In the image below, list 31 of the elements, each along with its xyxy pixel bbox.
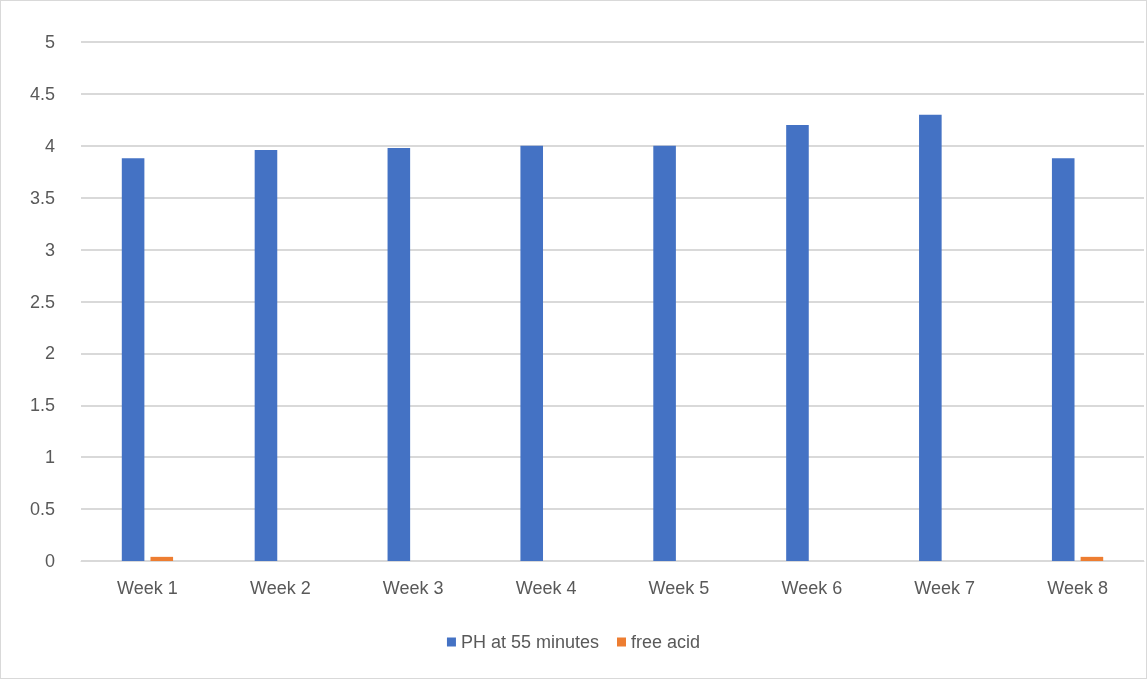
- x-tick-label: Week 3: [382, 578, 444, 598]
- bar: [121, 158, 145, 561]
- y-tick-label: 3.5: [29, 187, 55, 208]
- x-tick-label: Week 7: [914, 578, 976, 598]
- y-tick-label: 4.5: [29, 83, 55, 104]
- y-tick-label: 0.5: [29, 499, 55, 520]
- y-tick-label: 2: [44, 343, 55, 364]
- y-tick-label: 5: [44, 32, 55, 52]
- x-tick-label: Week 1: [117, 578, 178, 598]
- bar: [150, 556, 174, 561]
- y-tick-label: 0: [44, 551, 55, 571]
- bar: [1080, 556, 1104, 561]
- bar: [520, 145, 544, 561]
- y-tick-label: 1: [44, 447, 55, 468]
- bar: [1051, 158, 1075, 561]
- x-tick-label: Week 4: [515, 578, 577, 598]
- y-tick-label: 2.5: [29, 291, 55, 312]
- y-tick-label: 3: [44, 239, 55, 260]
- y-tick-label: 1.5: [29, 395, 55, 416]
- bar: [786, 125, 809, 561]
- bar: [919, 114, 942, 561]
- bar: [254, 149, 278, 561]
- y-tick-label: 4: [44, 135, 55, 156]
- bar: [653, 145, 676, 561]
- legend-label: PH at 55 minutes: [460, 632, 600, 652]
- x-tick-label: Week 2: [249, 578, 311, 598]
- x-tick-label: Week 6: [781, 578, 843, 598]
- x-tick-label: Week 5: [648, 578, 710, 598]
- legend-label: free acid: [631, 632, 701, 652]
- bar: [387, 147, 411, 561]
- x-tick-label: Week 8: [1047, 578, 1108, 598]
